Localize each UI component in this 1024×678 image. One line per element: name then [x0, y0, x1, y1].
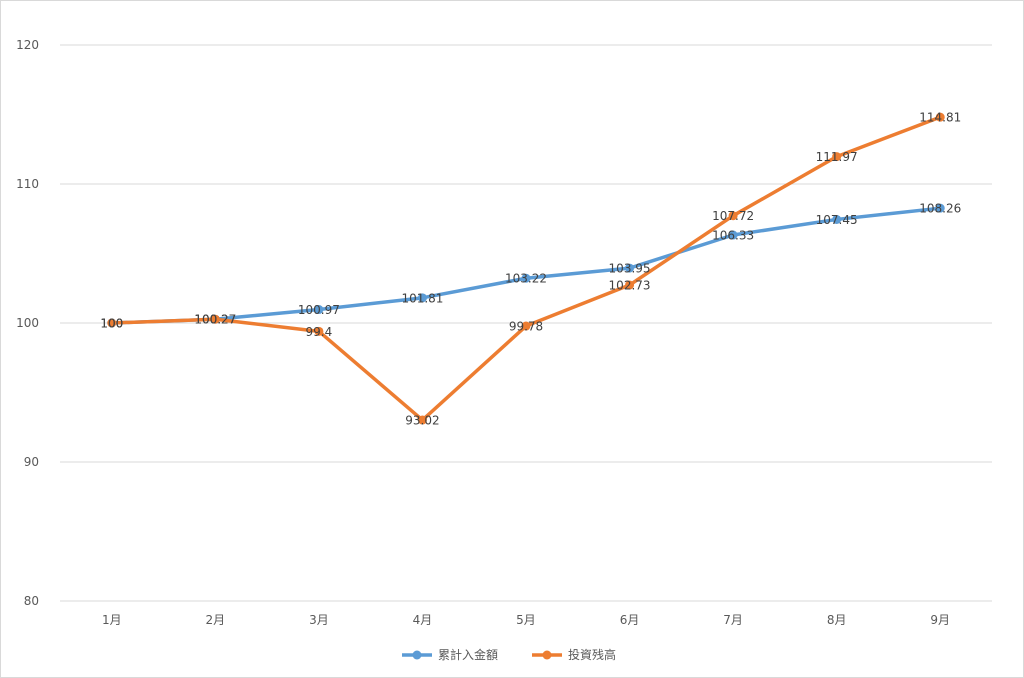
data-label: 101.81	[401, 291, 443, 305]
y-tick-label: 100	[16, 316, 39, 330]
legend-label: 累計入金額	[438, 647, 498, 662]
legend-label: 投資残高	[568, 647, 616, 662]
series-points	[107, 112, 945, 425]
x-tick-label: 4月	[413, 613, 433, 627]
y-tick-label: 80	[24, 594, 39, 608]
x-tick-label: 1月	[102, 613, 122, 627]
x-tick-label: 3月	[309, 613, 329, 627]
x-tick-label: 7月	[723, 613, 743, 627]
data-point	[625, 263, 635, 273]
x-tick-label: 5月	[516, 613, 536, 627]
data-point	[521, 321, 531, 331]
data-label: 100.97	[298, 303, 340, 317]
data-label: 107.45	[816, 213, 858, 227]
data-point	[417, 293, 427, 303]
data-labels: 100 100.27 100.97 101.81 103.22 103.95 106.33 1…	[100, 111, 961, 428]
data-label: 100	[100, 317, 123, 331]
x-tick-label: 2月	[206, 613, 226, 627]
data-label: 106.33	[712, 229, 754, 243]
data-point	[832, 214, 842, 224]
data-point	[728, 211, 738, 221]
data-point	[832, 152, 842, 162]
data-point	[521, 273, 531, 283]
data-label: 100.27	[194, 313, 236, 327]
legend-item-2[interactable]: 投資残高	[532, 647, 616, 662]
y-axis: 80 90 100 110 120	[16, 38, 39, 608]
legend[interactable]: 累計入金額 投資残高	[402, 647, 616, 662]
data-point	[314, 326, 324, 336]
legend-marker	[542, 650, 552, 660]
legend-marker	[412, 650, 422, 660]
data-label: 103.95	[609, 262, 651, 276]
data-label: 103.22	[505, 272, 547, 286]
legend-item-1[interactable]: 累計入金額	[402, 647, 498, 662]
data-point	[935, 112, 945, 122]
x-tick-label: 6月	[620, 613, 640, 627]
data-point	[625, 280, 635, 290]
data-label: 99.4	[306, 325, 333, 339]
data-label: 102.73	[609, 279, 651, 293]
data-label: 111.97	[816, 150, 858, 164]
data-point	[417, 415, 427, 425]
y-tick-label: 120	[16, 38, 39, 52]
data-point	[314, 305, 324, 315]
data-label: 99.78	[509, 320, 543, 334]
data-point	[728, 230, 738, 240]
data-label: 93.02	[405, 414, 439, 428]
data-point	[107, 318, 117, 328]
x-tick-label: 9月	[930, 613, 950, 627]
x-tick-label: 8月	[827, 613, 847, 627]
data-label: 108.26	[919, 202, 961, 216]
data-label: 107.72	[712, 209, 754, 223]
y-tick-label: 90	[24, 455, 39, 469]
data-label: 114.81	[919, 111, 961, 125]
data-label: 100	[100, 317, 123, 331]
data-point	[935, 203, 945, 213]
y-tick-label: 110	[16, 177, 39, 191]
data-point	[210, 314, 220, 324]
x-axis: 1月 2月 3月 4月 5月 6月 7月 8月 9月	[102, 613, 950, 627]
data-label: 100.27	[194, 313, 236, 327]
